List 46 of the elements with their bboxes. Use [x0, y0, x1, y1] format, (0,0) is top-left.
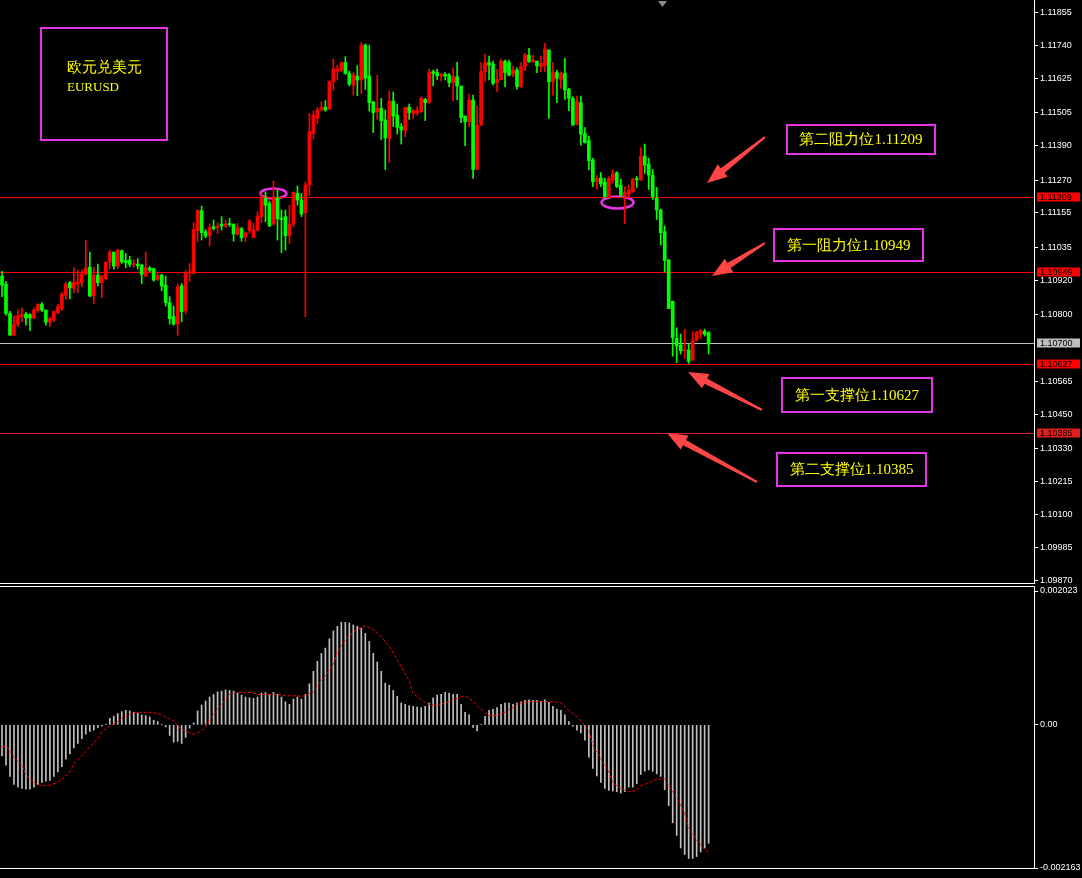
candlestick: [487, 55, 491, 81]
candlestick: [682, 328, 687, 359]
line-series: [1, 625, 710, 853]
candlestick: [423, 97, 428, 121]
candlestick: [555, 69, 559, 103]
candlestick: [123, 253, 128, 269]
y-tick-label: 1.10215: [1040, 476, 1073, 487]
y-tick-label: 1.09985: [1040, 541, 1073, 552]
y-tick-label: 1.11390: [1040, 140, 1072, 151]
candlestick: [634, 176, 639, 188]
annotation: 第二支撑位1.10385: [789, 460, 914, 479]
y-tick-label: 0.002023: [1040, 585, 1078, 596]
candlestick: [451, 67, 455, 102]
candlestick: [20, 307, 24, 323]
y-tick-label: 1.11855: [1040, 7, 1072, 18]
y-tick-label: 1.11625: [1040, 73, 1072, 84]
y-tick-label: 1.11740: [1040, 40, 1072, 51]
y-tick-label: 1.10330: [1040, 443, 1073, 454]
y-tick-label: 1.11035: [1040, 241, 1072, 252]
candlestick: [28, 313, 32, 331]
y-tick-label: 1.10800: [1040, 308, 1073, 319]
candlestick: [355, 65, 360, 97]
y-tick-label: 1.11270: [1040, 174, 1072, 185]
ref-line-label: 1.10700: [1040, 337, 1073, 348]
text: 欧元兑美元: [67, 58, 143, 77]
y-tick-label: 1.10450: [1040, 408, 1073, 419]
y-tick-label: 1.10920: [1040, 274, 1073, 285]
candlestick: [375, 74, 380, 120]
candlestick: [431, 69, 435, 87]
y-tick-label: 1.09870: [1040, 574, 1073, 585]
text: EURUSD: [67, 78, 120, 96]
candlestick: [595, 175, 599, 190]
y-tick-label: 1.10100: [1040, 508, 1073, 519]
y-tick-label: 1.11155: [1040, 207, 1072, 218]
y-tick-label: -0.002163: [1040, 862, 1081, 873]
ref-line-label: 1.10949: [1040, 266, 1073, 277]
ref-line-label: 1.10627: [1040, 358, 1073, 369]
ref-line-label: 1.11209: [1040, 191, 1072, 202]
candlestick: [131, 259, 136, 268]
y-tick-label: 0.00: [1040, 719, 1058, 730]
annotation: 第二阻力位1.11209: [799, 130, 923, 149]
annotation: 第一支撑位1.10627: [795, 385, 919, 405]
ref-line-label: 1.10385: [1040, 427, 1073, 438]
annotation: 第一阻力位1.10949: [786, 235, 911, 255]
y-tick-label: 1.10565: [1040, 376, 1073, 387]
y-tick-label: 1.11505: [1040, 107, 1072, 118]
